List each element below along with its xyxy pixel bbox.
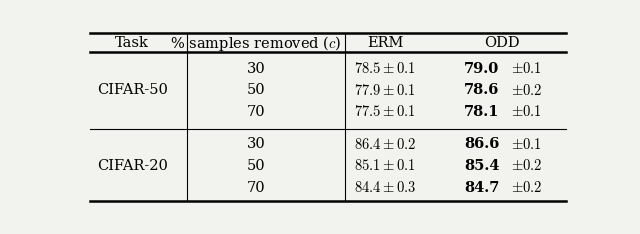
Text: 84.7: 84.7 <box>464 181 499 194</box>
Text: 50: 50 <box>247 159 266 173</box>
Text: Task: Task <box>115 37 149 50</box>
Text: $\pm 0.2$: $\pm 0.2$ <box>511 158 542 173</box>
Text: $\pm 0.1$: $\pm 0.1$ <box>511 137 542 152</box>
Text: ODD: ODD <box>484 37 520 50</box>
Text: 86.6: 86.6 <box>464 137 499 151</box>
Text: ERM: ERM <box>367 37 403 50</box>
Text: 30: 30 <box>246 62 266 76</box>
Text: 50: 50 <box>247 83 266 97</box>
Text: $\pm 0.1$: $\pm 0.1$ <box>511 61 542 76</box>
Text: 79.0: 79.0 <box>464 62 499 76</box>
Text: 85.4: 85.4 <box>464 159 499 173</box>
Text: $\pm 0.2$: $\pm 0.2$ <box>511 83 542 98</box>
Text: $77.9 \pm 0.1$: $77.9 \pm 0.1$ <box>354 83 416 98</box>
Text: $86.4 \pm 0.2$: $86.4 \pm 0.2$ <box>354 137 416 152</box>
Text: 70: 70 <box>247 181 266 194</box>
Text: $\pm 0.2$: $\pm 0.2$ <box>511 180 542 195</box>
Text: 78.6: 78.6 <box>464 83 499 97</box>
Text: $85.1 \pm 0.1$: $85.1 \pm 0.1$ <box>354 158 416 173</box>
Text: CIFAR-20: CIFAR-20 <box>97 159 168 173</box>
Text: % samples removed ($c$): % samples removed ($c$) <box>170 34 342 53</box>
Text: $77.5 \pm 0.1$: $77.5 \pm 0.1$ <box>354 104 416 119</box>
Text: 70: 70 <box>247 105 266 119</box>
Text: CIFAR-50: CIFAR-50 <box>97 83 168 97</box>
Text: $78.5 \pm 0.1$: $78.5 \pm 0.1$ <box>354 61 416 76</box>
Text: $84.4 \pm 0.3$: $84.4 \pm 0.3$ <box>354 180 416 195</box>
Text: $\pm 0.1$: $\pm 0.1$ <box>511 104 542 119</box>
Text: 78.1: 78.1 <box>464 105 499 119</box>
Text: 30: 30 <box>246 137 266 151</box>
